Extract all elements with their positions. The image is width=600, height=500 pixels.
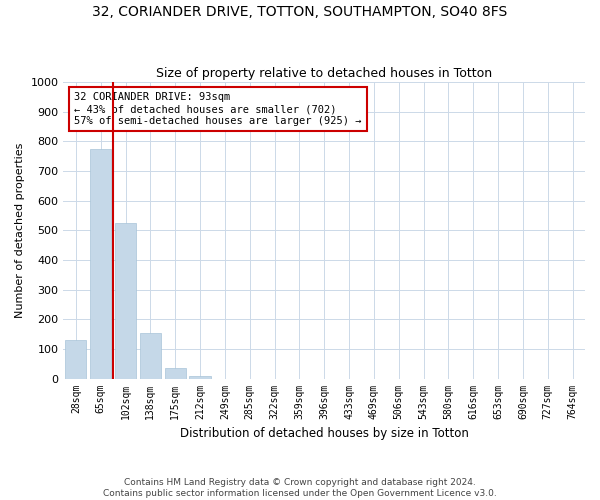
Bar: [65, 340, 86, 378]
Bar: [115, 223, 136, 378]
Text: 32 CORIANDER DRIVE: 93sqm
← 43% of detached houses are smaller (702)
57% of semi: 32 CORIANDER DRIVE: 93sqm ← 43% of detac…: [74, 92, 361, 126]
Bar: [164, 368, 186, 378]
Text: Contains HM Land Registry data © Crown copyright and database right 2024.
Contai: Contains HM Land Registry data © Crown c…: [103, 478, 497, 498]
Text: 32, CORIANDER DRIVE, TOTTON, SOUTHAMPTON, SO40 8FS: 32, CORIANDER DRIVE, TOTTON, SOUTHAMPTON…: [92, 5, 508, 19]
Bar: [140, 332, 161, 378]
Title: Size of property relative to detached houses in Totton: Size of property relative to detached ho…: [156, 66, 492, 80]
Bar: [190, 376, 211, 378]
Bar: [90, 149, 111, 378]
Y-axis label: Number of detached properties: Number of detached properties: [15, 142, 25, 318]
X-axis label: Distribution of detached houses by size in Totton: Distribution of detached houses by size …: [180, 427, 469, 440]
